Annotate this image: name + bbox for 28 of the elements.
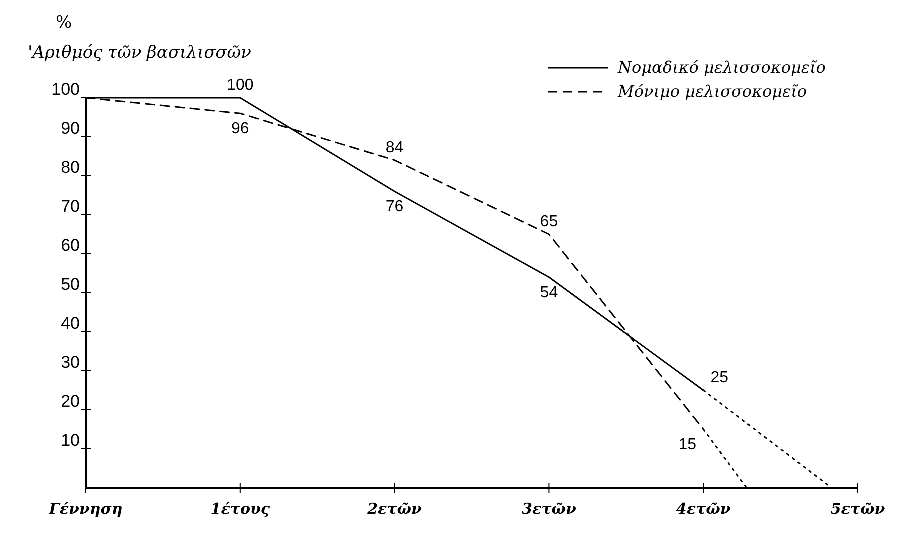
y-tick-label: 80 [61,158,80,177]
x-tick-label: Γέννηση [48,500,123,518]
y-axis-title: 'Αριθμός τῶν βασιλισσῶν [28,43,252,63]
data-label: 15 [678,436,697,454]
data-label: 25 [710,370,729,386]
data-label: 100 [227,77,254,94]
data-label: 76 [386,198,404,216]
data-label: 54 [540,284,558,302]
data-label: 65 [540,214,558,230]
y-tick-label: 100 [52,80,80,99]
y-tick-label: 30 [61,353,80,372]
y-tick-label: 70 [61,197,80,216]
y-tick-label: 20 [61,392,80,411]
y-tick-label: 10 [61,431,80,450]
data-label: 84 [386,139,404,156]
x-tick-label: 1έτους [210,500,271,518]
y-tick-label: 40 [61,314,80,333]
y-tick-label: 60 [61,236,80,255]
x-tick-label: 5ετῶν [830,500,886,518]
text: % [56,13,72,33]
y-tick-label: 90 [61,119,80,138]
y-tick-label: 50 [61,275,80,294]
x-tick-label: 3ετῶν [522,500,577,518]
data-label: 96 [232,120,250,138]
x-tick-label: 4ετῶν [676,500,732,518]
x-tick-label: 2ετῶν [366,500,423,518]
legend-label: Νομαδικό μελισσοκομεῖο [617,58,826,77]
legend-label: Μόνιμο μελισσοκομεῖο [617,82,808,101]
